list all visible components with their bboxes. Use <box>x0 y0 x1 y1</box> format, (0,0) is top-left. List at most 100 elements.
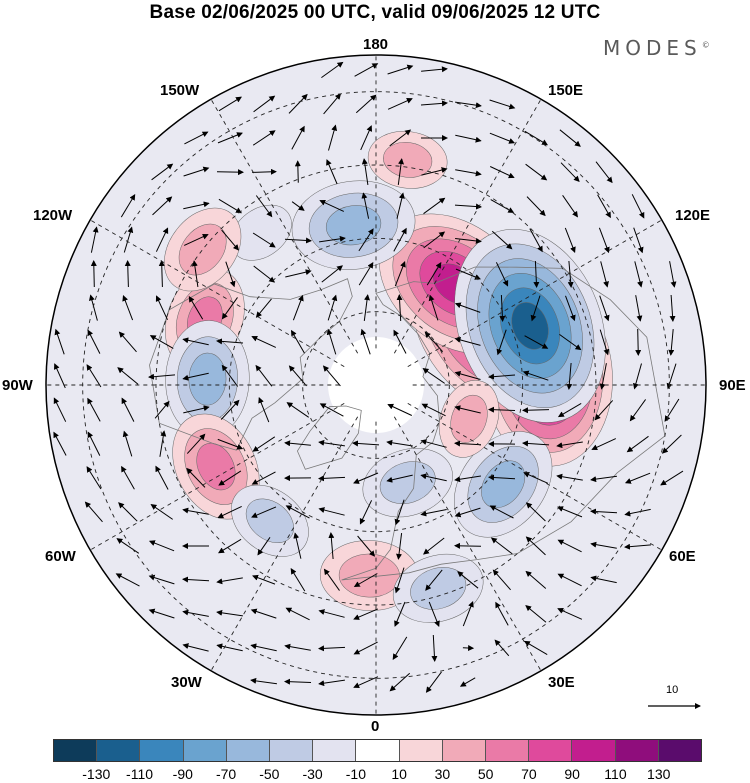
wind-arrow <box>152 196 173 216</box>
wind-arrow <box>492 569 511 591</box>
wind-arrow <box>363 294 371 321</box>
wind-arrow <box>632 363 642 390</box>
wind-arrow <box>291 201 305 211</box>
lon-label-150w: 150W <box>160 82 200 99</box>
wind-arrow <box>284 237 312 244</box>
wind-arrow <box>216 338 244 345</box>
wind-arrow <box>669 294 676 322</box>
wind-arrow <box>564 227 576 254</box>
wind-arrow <box>420 100 448 107</box>
wind-arrow <box>328 124 338 151</box>
wind-arrow <box>118 502 138 522</box>
colorbar-swatch <box>529 740 573 761</box>
wind-arrow <box>217 438 244 450</box>
wind-arrow <box>182 337 209 346</box>
wind-arrow <box>319 199 345 212</box>
wind-arrow <box>182 609 209 617</box>
wind-arrow <box>669 261 677 288</box>
wind-arrow <box>635 295 643 322</box>
wind-arrow <box>394 260 406 287</box>
coastline <box>341 266 666 581</box>
wind-arrow <box>352 440 380 447</box>
wind-arrow <box>397 158 405 185</box>
wind-arrow <box>182 643 209 652</box>
wind-arrow <box>155 227 169 252</box>
wind-arrow <box>420 473 447 482</box>
wind-arrow <box>216 609 243 617</box>
wind-arrow <box>250 677 277 685</box>
wind-arrow <box>396 192 405 219</box>
wind-arrow <box>454 370 481 380</box>
wind-arrow <box>359 500 373 525</box>
wind-arrow <box>327 294 338 321</box>
anomaly-contour <box>383 142 433 178</box>
wind-arrow <box>420 439 447 448</box>
wind-arrow <box>155 465 169 490</box>
wind-arrow <box>488 373 516 380</box>
wind-arrow <box>183 166 210 177</box>
wind-arrow <box>159 430 167 457</box>
wind-arrow <box>323 93 342 115</box>
wind-arrow <box>457 571 479 589</box>
wind-arrow <box>86 364 102 388</box>
colorbar-tick-label: -70 <box>215 766 237 782</box>
wind-arrow <box>421 66 448 73</box>
anomaly-contour <box>511 302 549 350</box>
wind-arrow <box>284 440 311 447</box>
wind-arrow <box>431 634 438 662</box>
wind-arrow <box>396 294 403 322</box>
wind-arrow <box>557 506 583 518</box>
wind-arrow <box>218 470 242 486</box>
wind-arrow <box>634 261 643 288</box>
wind-arrow <box>257 537 271 556</box>
wind-arrow <box>425 671 442 693</box>
wind-arrow <box>84 501 103 523</box>
wind-arrow <box>90 260 97 288</box>
wind-arrow <box>115 573 140 587</box>
wind-arrow <box>590 541 617 549</box>
wind-arrow <box>454 405 481 414</box>
wind-arrow <box>253 265 276 283</box>
wind-arrow <box>387 403 413 416</box>
wind-arrow <box>566 362 573 390</box>
wind-arrow <box>87 329 101 354</box>
lon-label-180: 180 <box>363 36 389 53</box>
meridian-line <box>393 98 542 354</box>
lon-label-30e: 30E <box>548 674 575 691</box>
wind-arrow <box>631 194 645 219</box>
wind-arrow <box>117 367 139 385</box>
wind-arrow <box>598 227 610 254</box>
wind-arrow <box>425 569 443 591</box>
wind-arrow <box>151 163 174 181</box>
colorbar-swatch <box>615 740 659 761</box>
meridian-line <box>210 416 359 672</box>
wind-arrow <box>150 504 173 520</box>
wind-arrow <box>600 261 609 288</box>
meridian-line <box>393 416 542 672</box>
colorbar-tick-label: 30 <box>434 766 451 782</box>
anomaly-contour <box>178 223 227 276</box>
wind-arrow <box>154 400 170 419</box>
colorbar-swatch <box>270 740 314 761</box>
colorbar-tick-label: 70 <box>521 766 537 782</box>
wind-arrow <box>599 363 607 390</box>
wind-arrow <box>218 198 242 214</box>
wind-arrow <box>557 607 583 620</box>
wind-arrow <box>183 201 210 210</box>
wind-arrow <box>288 365 307 387</box>
wind-arrow <box>490 537 513 555</box>
polar-cap <box>328 337 424 433</box>
wind-arrow <box>559 129 581 147</box>
wind-arrow <box>499 294 506 322</box>
colorbar-swatch <box>658 740 702 761</box>
wind-arrow <box>191 260 199 287</box>
map-border <box>45 54 707 716</box>
wind-arrow <box>597 194 611 219</box>
anomaly-contour <box>188 352 227 406</box>
wind-arrow <box>394 601 406 627</box>
brand-text: MODES <box>603 36 702 60</box>
wind-arrow <box>353 641 378 655</box>
wind-arrow <box>290 568 306 592</box>
wind-arrow <box>494 639 510 657</box>
